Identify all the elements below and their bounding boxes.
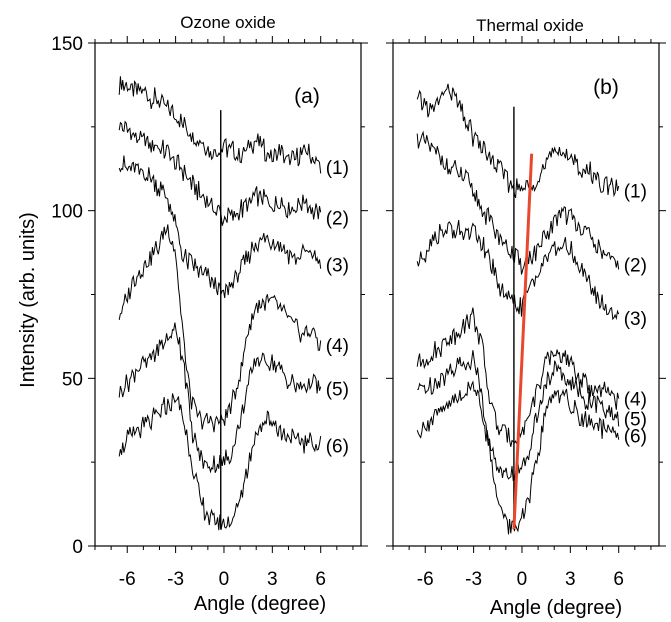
panel-b: Thermal oxide (b) Angle (degree) -6 -3 0 3 6… <box>386 16 666 619</box>
series-label: (4) <box>624 389 647 410</box>
panel-b-ticks: -6 -3 0 3 6 <box>386 36 666 590</box>
series-line <box>416 380 620 535</box>
series-label: (5) <box>326 379 349 400</box>
x-tick-label: 0 <box>517 569 528 590</box>
fit-line <box>512 153 534 530</box>
y-tick-label: 50 <box>62 369 83 390</box>
series-label: (6) <box>624 426 647 447</box>
x-tick-label: 6 <box>613 569 624 590</box>
series-label: (1) <box>326 158 349 179</box>
panel-b-lines: (1) (2) (3) (4)(5)(6) <box>416 83 647 535</box>
x-tick-label: -3 <box>465 569 482 590</box>
x-tick-label: -6 <box>119 569 136 590</box>
panel-b-tag: (b) <box>593 76 619 99</box>
series-label: (3) <box>624 309 647 330</box>
panel-a-title: Ozone oxide <box>180 13 275 32</box>
panel-b-title: Thermal oxide <box>476 16 584 35</box>
series-line <box>118 322 322 474</box>
y-tick-label: 150 <box>51 34 83 55</box>
series-line <box>416 130 620 275</box>
series-label: (2) <box>326 208 349 229</box>
panel-a-ticks: -6 -3 0 3 6 0 50 100 150 <box>51 34 368 590</box>
y-axis-title: Intensity (arb. units) <box>17 212 39 388</box>
series-line <box>416 220 620 321</box>
series-line <box>118 393 322 531</box>
panel-a-x-axis-title: Angle (degree) <box>194 593 326 615</box>
panel-a-lines: (1) (2) (3) (4) (5) (6) <box>118 76 349 531</box>
series-label: (1) <box>624 182 647 203</box>
panel-b-x-axis-title: Angle (degree) <box>490 597 622 619</box>
y-tick-label: 100 <box>51 202 83 223</box>
series-line <box>118 224 322 433</box>
series-label: (6) <box>326 436 349 457</box>
panel-a-tag: (a) <box>294 85 320 108</box>
x-tick-label: 3 <box>565 569 576 590</box>
series-line <box>118 155 322 299</box>
x-tick-label: 0 <box>219 569 230 590</box>
series-line <box>118 120 322 226</box>
x-tick-label: -3 <box>167 569 184 590</box>
x-tick-label: -6 <box>417 569 434 590</box>
y-tick-label: 0 <box>72 537 83 558</box>
series-label: (4) <box>326 336 349 357</box>
x-tick-label: 3 <box>267 569 278 590</box>
series-line <box>416 83 620 199</box>
series-label: (2) <box>624 255 647 276</box>
series-label: (3) <box>326 255 349 276</box>
series-line <box>118 76 322 174</box>
panel-a: Ozone oxide (a) Angle (degree) -6 -3 0 3 6 0 5… <box>51 13 368 615</box>
series-label: (5) <box>624 410 647 431</box>
x-tick-label: 6 <box>315 569 326 590</box>
